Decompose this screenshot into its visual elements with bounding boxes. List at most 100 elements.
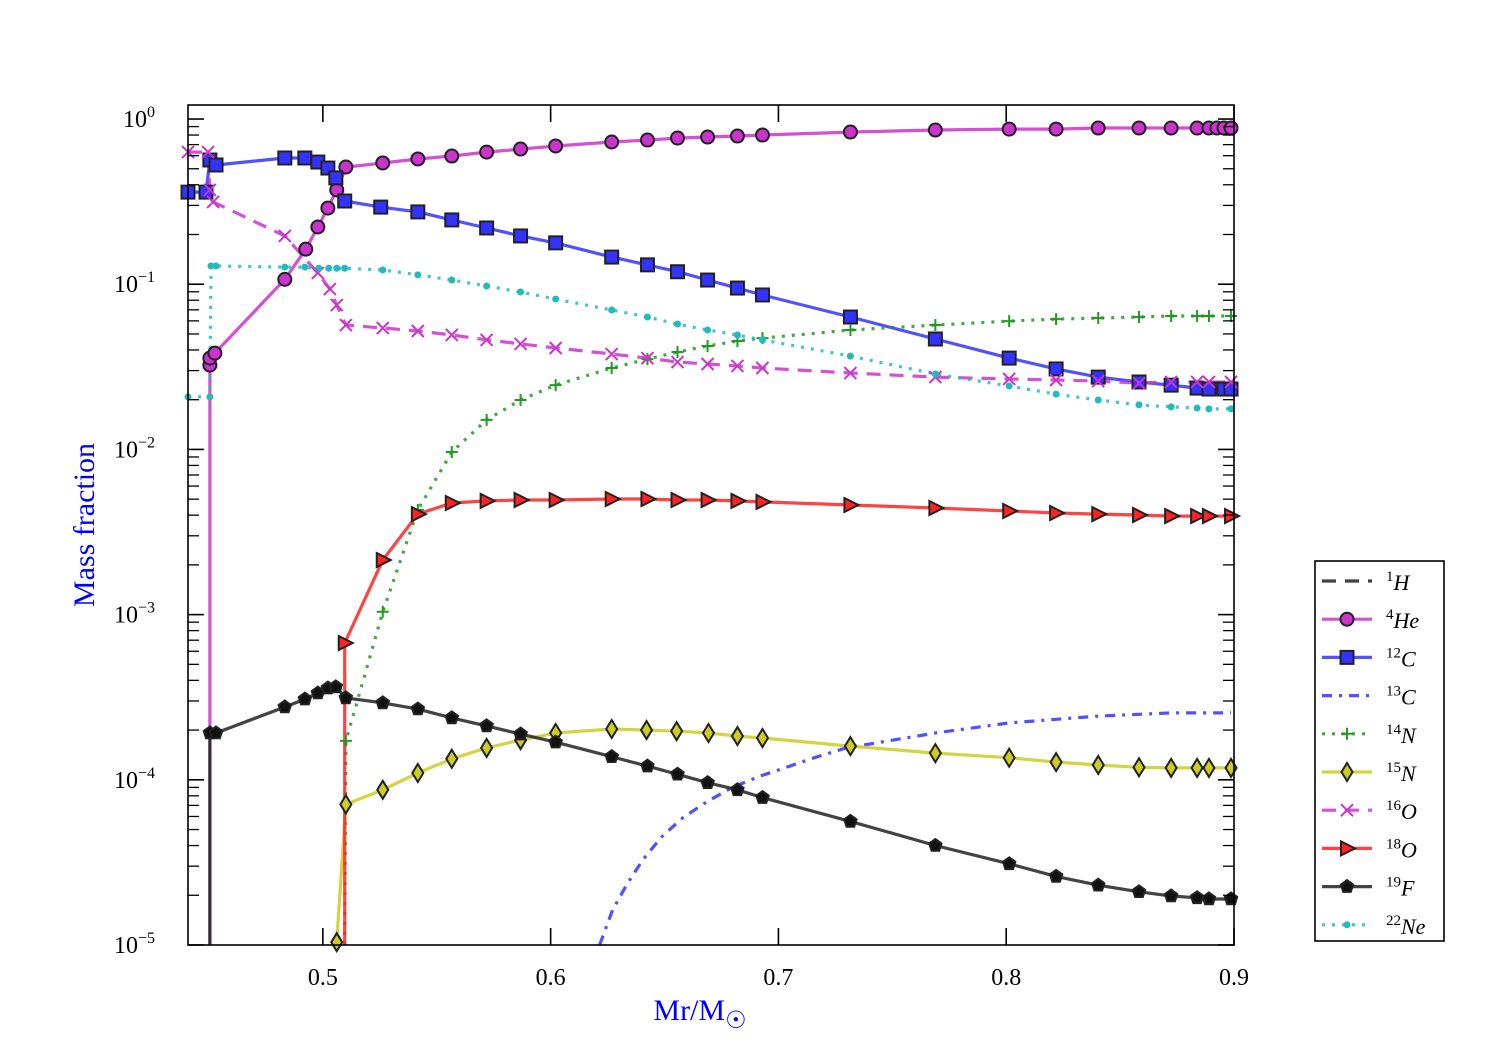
data-point-18O	[337, 634, 355, 652]
data-point-4He	[375, 155, 391, 171]
data-point-15N	[1164, 757, 1178, 779]
data-point-18O	[1201, 507, 1220, 525]
data-point-15N	[730, 725, 745, 747]
data-point-4He	[479, 144, 495, 160]
data-point-18O	[479, 492, 497, 510]
legend: 1H 4He 12C 13C 14N 15N 16O 18O 19F 22Ne	[1314, 560, 1445, 942]
data-point-22Ne	[301, 263, 309, 271]
data-point-18O	[928, 499, 946, 517]
data-point-18O	[730, 492, 748, 510]
data-point-22Ne	[643, 313, 651, 321]
data-point-19F	[338, 690, 354, 705]
data-point-22Ne	[733, 331, 741, 339]
data-point-22Ne	[1094, 396, 1102, 404]
legend-entry-18O: 18O	[1322, 836, 1417, 862]
data-point-12C	[729, 280, 745, 296]
data-point-22Ne	[1135, 401, 1143, 409]
legend-marker-12C	[1339, 649, 1355, 665]
data-point-22Ne	[212, 262, 220, 270]
data-point-16O	[730, 359, 745, 373]
data-point-15N	[755, 727, 770, 749]
legend-entry-22Ne: 22Ne	[1322, 913, 1426, 939]
data-point-22Ne	[846, 352, 854, 360]
axis-tick-labels: 0.5 0.6 0.7 0.8 0.9 10−5 10−4 10−3 10−2 10−1 100	[114, 104, 1249, 991]
data-point-16O	[755, 361, 770, 375]
data-point-12C	[1090, 369, 1106, 385]
data-point-16O	[1049, 373, 1063, 387]
data-point-14N	[844, 324, 857, 337]
marker-layer	[180, 120, 1242, 954]
data-point-16O	[1132, 376, 1146, 390]
data-point-14N	[1092, 312, 1105, 325]
legend-label-4He: 4He	[1386, 607, 1419, 633]
data-point-19F	[928, 837, 943, 852]
data-point-15N	[1049, 751, 1063, 774]
data-point-14N	[1225, 310, 1238, 323]
data-point-12C	[1201, 381, 1217, 397]
data-point-16O	[206, 195, 220, 209]
data-point-22Ne	[379, 266, 387, 274]
data-point-15N	[479, 736, 494, 759]
data-point-14N	[514, 394, 527, 407]
legend-entry-19F: 19F	[1322, 875, 1415, 901]
data-point-15N	[376, 778, 390, 801]
data-point-12C	[337, 193, 353, 209]
y-tick-label: 10−5	[114, 930, 155, 959]
data-point-18O	[1190, 507, 1208, 525]
data-point-22Ne	[333, 264, 341, 272]
data-point-18O	[1224, 507, 1242, 525]
data-point-14N	[376, 605, 389, 618]
legend-entry-13C: 13C	[1322, 684, 1416, 710]
data-point-4He	[842, 124, 858, 140]
data-point-16O	[278, 229, 292, 243]
legend-marker-19F	[1339, 878, 1355, 893]
data-point-14N	[445, 446, 458, 459]
data-point-14N	[1003, 315, 1016, 328]
series-line-4He	[208, 126, 1231, 945]
data-point-22Ne	[341, 264, 349, 272]
legend-entry-16O: 16O	[1322, 798, 1417, 824]
legend-frame	[1314, 560, 1445, 942]
legend-entry-4He: 4He	[1322, 607, 1419, 633]
data-point-18O	[1164, 507, 1182, 525]
data-point-16O	[1190, 375, 1204, 389]
data-point-22Ne	[207, 262, 215, 270]
legend-marker-4He	[1339, 611, 1355, 627]
data-point-18O	[670, 491, 688, 509]
data-point-16O	[1202, 375, 1216, 389]
data-point-4He	[754, 127, 770, 143]
legend-entry-12C: 12C	[1322, 645, 1416, 671]
data-point-4He	[1223, 120, 1239, 136]
data-point-19F	[1131, 884, 1147, 898]
data-point-22Ne	[758, 336, 766, 344]
legend-label-13C: 13C	[1386, 684, 1416, 710]
data-point-4He	[1048, 121, 1064, 137]
data-point-14N	[605, 362, 618, 375]
data-point-22Ne	[1227, 405, 1235, 413]
data-point-18O	[1049, 504, 1067, 522]
data-point-4He	[320, 200, 336, 216]
data-point-12C	[1048, 361, 1064, 377]
data-point-15N	[1002, 746, 1016, 769]
data-point-4He	[927, 122, 943, 138]
data-point-18O	[755, 493, 773, 511]
legend-label-14N: 14N	[1386, 722, 1417, 748]
data-point-19F	[730, 782, 745, 797]
y-tick-label: 10−4	[114, 765, 155, 794]
data-point-18O	[410, 505, 429, 523]
data-point-15N	[1132, 756, 1146, 779]
data-point-22Ne	[281, 263, 289, 271]
data-point-12C	[444, 212, 460, 228]
data-point-4He	[298, 241, 314, 257]
legend-entry-1H: 1H	[1322, 569, 1411, 595]
data-point-22Ne	[206, 393, 214, 401]
data-point-22Ne	[608, 306, 616, 314]
data-point-16O	[203, 183, 217, 197]
data-point-15N	[928, 742, 943, 765]
series-line-14N	[343, 314, 1231, 945]
plot-frame	[187, 104, 1235, 946]
legend-label-15N: 15N	[1386, 760, 1417, 786]
x-tick-label: 0.5	[308, 965, 338, 991]
data-point-14N	[1050, 313, 1063, 326]
